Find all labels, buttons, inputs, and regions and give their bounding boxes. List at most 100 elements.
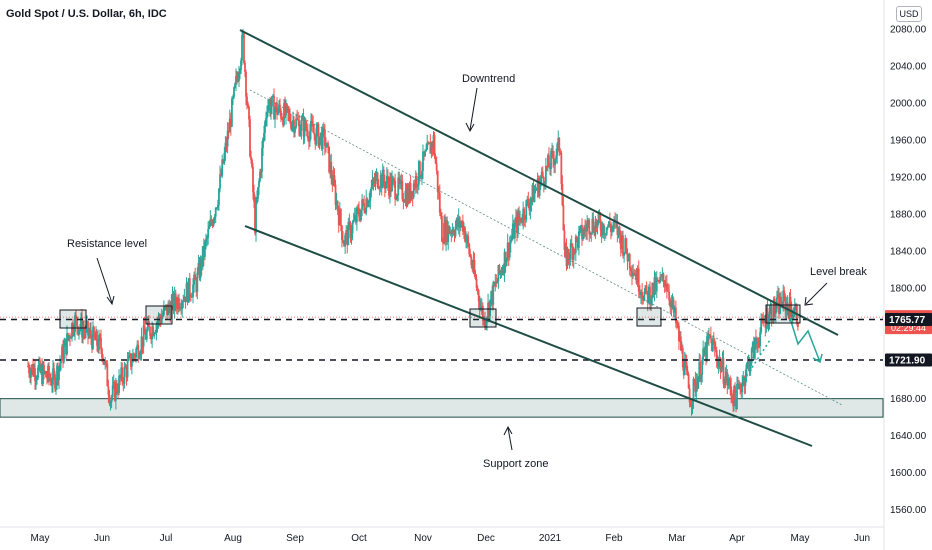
candle-body: [490, 291, 493, 300]
candle-body: [700, 375, 703, 381]
candle-body: [63, 346, 65, 362]
candle-body: [151, 326, 154, 340]
candle-body: [590, 232, 593, 235]
candle-body: [650, 298, 653, 305]
time-tick-label: Jun: [94, 533, 110, 544]
candle-body: [36, 378, 38, 380]
candle-body: [709, 335, 712, 339]
candle-body: [507, 242, 510, 258]
candle-body: [35, 379, 37, 381]
candle-body: [774, 308, 777, 314]
chart-title: Gold Spot / U.S. Dollar, 6h, IDC: [6, 8, 167, 20]
candle-body: [663, 280, 666, 288]
candle-body: [794, 305, 797, 308]
candle-body: [656, 279, 659, 281]
price-tick-label: 1680.00: [890, 394, 927, 405]
candle-body: [369, 190, 372, 201]
candle-body: [260, 171, 262, 173]
candle-body: [390, 177, 392, 192]
candle-body: [195, 280, 198, 293]
candle-body: [540, 171, 543, 179]
candle-body: [743, 376, 746, 386]
candle-body: [579, 227, 581, 232]
candle-body: [473, 259, 476, 275]
candle-body: [682, 367, 685, 376]
candle-body: [731, 396, 734, 399]
candle-body: [709, 334, 711, 336]
candle-body: [257, 187, 259, 199]
candle-body: [77, 326, 79, 335]
candle-body: [184, 296, 187, 302]
candle-body: [393, 178, 395, 181]
candle-body: [568, 258, 571, 260]
candle-body: [625, 238, 628, 253]
candle-body: [726, 372, 729, 386]
currency-unit-button[interactable]: USD: [896, 6, 922, 22]
candle-body: [580, 225, 582, 228]
candle-body: [453, 233, 456, 237]
candle-body: [347, 222, 350, 246]
candle-body: [189, 295, 192, 298]
candle-body: [586, 223, 589, 232]
candle-body: [262, 138, 264, 149]
candle-body: [523, 208, 526, 220]
candle-body: [42, 365, 44, 384]
candle-body: [562, 205, 565, 231]
candle-body: [154, 332, 157, 334]
candle-body: [746, 362, 749, 365]
candle-body: [54, 374, 56, 389]
candle-body: [403, 201, 406, 203]
candle-body: [135, 348, 138, 358]
candle-body: [202, 246, 205, 257]
candle-body: [553, 158, 556, 166]
candle-body: [748, 359, 751, 372]
candle-body: [645, 285, 648, 292]
touch-box: [145, 305, 173, 325]
candle-body: [433, 135, 436, 157]
candle-body: [364, 210, 367, 213]
candle-body: [80, 317, 82, 328]
candle-body: [378, 187, 381, 189]
candle-body: [613, 219, 615, 227]
candle-body: [551, 150, 553, 152]
candle-body: [65, 339, 67, 355]
candle-body: [120, 367, 123, 379]
candle-body: [542, 177, 545, 185]
candle-body: [593, 230, 596, 236]
candle-body: [167, 303, 170, 316]
candle-body: [140, 336, 143, 353]
candle-body: [430, 142, 433, 154]
candle-body: [314, 134, 317, 145]
candle-body: [274, 109, 276, 120]
candle-body: [295, 118, 297, 128]
candle-body: [269, 101, 271, 113]
candle-body: [569, 242, 572, 260]
candle-body: [129, 353, 132, 367]
candle-body: [99, 335, 101, 338]
candle-body: [773, 298, 776, 314]
candle-body: [552, 150, 554, 159]
candle-body: [145, 330, 148, 340]
candle-body: [307, 138, 310, 142]
candle-body: [355, 207, 358, 223]
candle-body: [438, 193, 441, 213]
candle-body: [409, 183, 412, 200]
candle-body: [541, 171, 544, 178]
candle-body: [689, 402, 692, 407]
candle-body: [56, 365, 58, 382]
candle-body: [742, 376, 745, 384]
candle-body: [740, 389, 743, 393]
candle-body: [623, 252, 626, 256]
candle-body: [335, 200, 338, 205]
candle-body: [624, 238, 627, 253]
candle-body: [247, 103, 249, 107]
projection-path: [789, 317, 821, 363]
candle-body: [780, 296, 782, 307]
candle-body: [531, 185, 534, 199]
candle-body: [546, 165, 548, 168]
candle-body: [446, 220, 449, 243]
candle-body: [575, 236, 578, 239]
price-tag: [885, 312, 932, 326]
candle-body: [476, 287, 479, 291]
